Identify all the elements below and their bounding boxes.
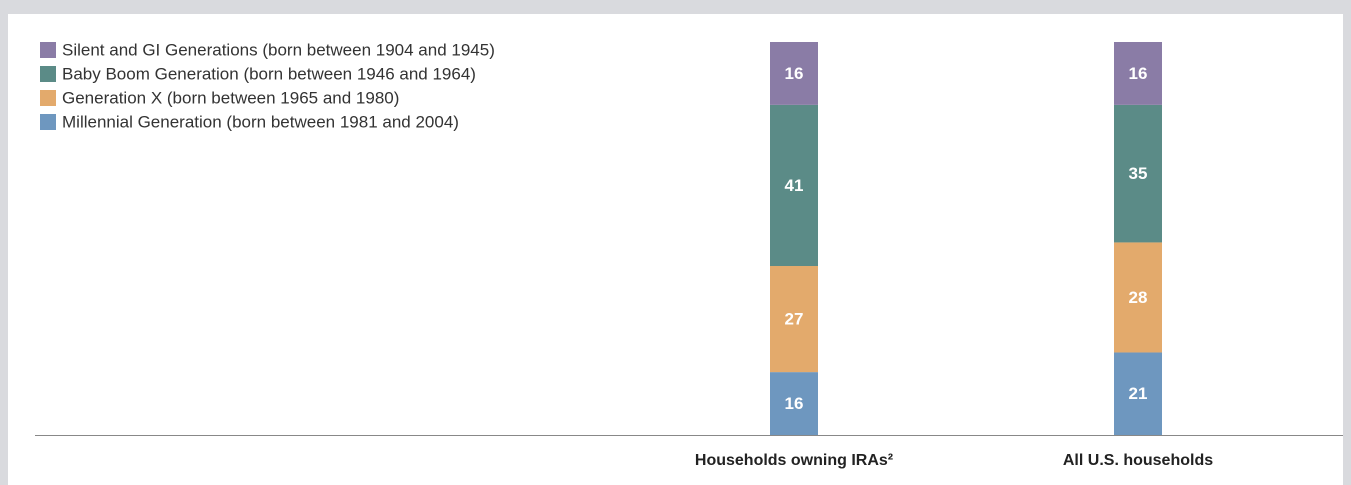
value-label: 41 — [785, 176, 804, 195]
legend-label: Baby Boom Generation (born between 1946 … — [62, 64, 476, 83]
bar-segment — [1114, 352, 1162, 435]
legend-label: Millennial Generation (born between 1981… — [62, 112, 459, 131]
bar-segment — [1114, 42, 1162, 105]
value-label: 16 — [1129, 64, 1148, 83]
value-label: 16 — [785, 394, 804, 413]
bar-segment — [770, 372, 818, 435]
legend-label: Generation X (born between 1965 and 1980… — [62, 88, 399, 107]
legend-swatch — [40, 114, 56, 130]
bar-segment — [770, 104, 818, 267]
value-label: 21 — [1129, 384, 1148, 403]
bar-segment — [1114, 242, 1162, 353]
x-tick-label: All U.S. households — [1063, 452, 1213, 469]
bar-segment — [770, 266, 818, 373]
bar-segment — [1114, 104, 1162, 243]
legend-swatch — [40, 42, 56, 58]
legend-swatch — [40, 66, 56, 82]
bar-segment — [770, 42, 818, 105]
value-label: 28 — [1129, 288, 1148, 307]
value-label: 35 — [1129, 164, 1148, 183]
legend-label: Silent and GI Generations (born between … — [62, 40, 495, 59]
x-tick-label: Households owning IRAs² — [695, 452, 893, 469]
value-label: 27 — [785, 310, 804, 329]
legend-swatch — [40, 90, 56, 106]
value-label: 16 — [785, 64, 804, 83]
